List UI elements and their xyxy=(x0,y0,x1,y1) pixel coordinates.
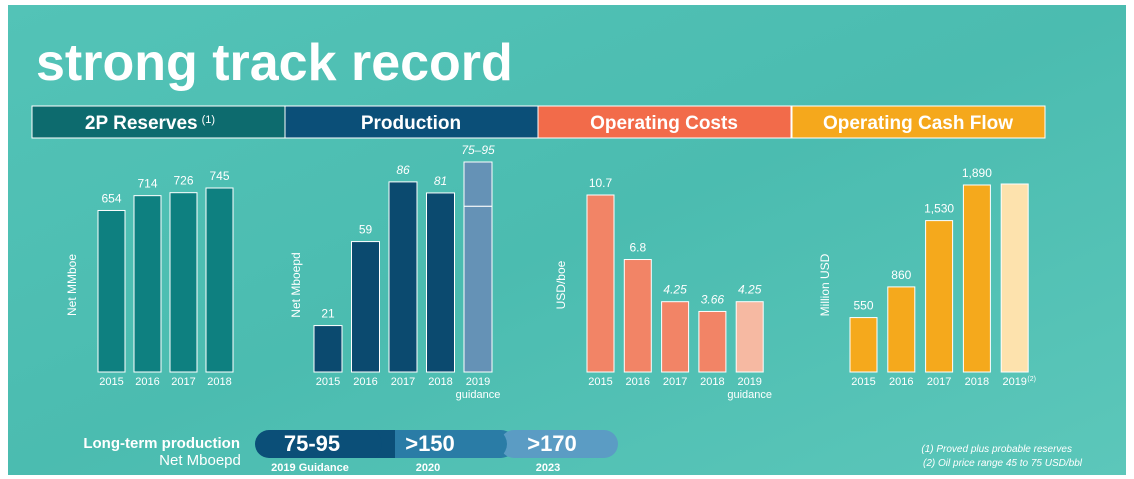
value-label: 1,530 xyxy=(924,202,954,216)
value-label: 714 xyxy=(137,177,157,191)
y-axis-label: USD/boe xyxy=(554,260,568,309)
x-tick-label: 2015 xyxy=(316,376,340,388)
category-note: (2) xyxy=(1027,376,1036,383)
section-header-text: 2P Reserves (1) xyxy=(85,113,215,134)
section-header-text: Operating Costs xyxy=(590,113,738,134)
footnote: (1) Proved plus probable reserves xyxy=(921,444,1072,455)
bar xyxy=(389,182,417,372)
bar xyxy=(314,326,342,372)
value-label: 59 xyxy=(359,223,373,237)
value-label: 6.8 xyxy=(629,241,646,255)
bar xyxy=(888,287,915,372)
x-tick-label: 2016 xyxy=(626,376,650,388)
x-tick-label: 2018 xyxy=(700,376,724,388)
x-tick-label: 2017 xyxy=(171,376,195,388)
bar xyxy=(170,193,197,372)
x-tick-label: 2017 xyxy=(663,376,687,388)
value-label: 654 xyxy=(101,191,121,205)
x-tick-label: 2016 xyxy=(889,376,913,388)
guidance-bar-low xyxy=(464,206,492,372)
section-header-text: Production xyxy=(361,113,461,134)
long-term-value: >150 xyxy=(405,431,455,456)
section-header-text: Operating Cash Flow xyxy=(823,113,1013,134)
section-header-note: (1) xyxy=(202,114,215,126)
bar xyxy=(98,210,125,372)
x-tick-label: 2016 xyxy=(353,376,377,388)
value-label: 860 xyxy=(891,268,911,282)
value-label: 10.7 xyxy=(589,176,613,190)
value-label: 81 xyxy=(434,174,447,188)
value-label: 726 xyxy=(173,174,193,188)
slide-title: strong track record xyxy=(36,34,513,92)
x-tick-label: 2016 xyxy=(135,376,159,388)
x-tick-label: 2019 xyxy=(1002,376,1026,388)
bar xyxy=(587,195,614,372)
bar xyxy=(427,193,455,372)
long-term-value: >170 xyxy=(527,431,577,456)
bar xyxy=(926,221,953,372)
x-tick-label: 2015 xyxy=(99,376,123,388)
bar xyxy=(134,196,161,372)
bar xyxy=(662,302,689,372)
x-tick-label: 2018 xyxy=(207,376,231,388)
x-tick-label: 2015 xyxy=(851,376,875,388)
x-tick-label: 2017 xyxy=(391,376,415,388)
long-term-value: 75-95 xyxy=(284,431,340,456)
slide: strong track record Long-term production… xyxy=(0,0,1134,479)
value-label: 550 xyxy=(853,299,873,313)
value-label: 4.25 xyxy=(663,283,687,297)
x-tick-label: 2017 xyxy=(927,376,951,388)
bar xyxy=(699,311,726,372)
long-term-caption: 2019 Guidance xyxy=(271,462,349,474)
bar xyxy=(850,318,877,372)
value-label: 1,890 xyxy=(962,166,992,180)
bar xyxy=(1001,184,1028,372)
x-tick-label: 2015 xyxy=(588,376,612,388)
value-label: 21 xyxy=(321,307,335,321)
value-label: 75–95 xyxy=(461,143,495,157)
bar xyxy=(352,242,380,372)
category-note: guidance xyxy=(456,389,501,401)
section-header-title: Operating Cash Flow xyxy=(823,113,1013,134)
y-axis-label: Net MMboe xyxy=(65,254,79,316)
x-tick-label: 2018 xyxy=(965,376,989,388)
y-axis-label: Million USD xyxy=(818,253,832,316)
guidance-bar-high xyxy=(464,162,492,206)
value-label: 3.66 xyxy=(701,292,725,306)
long-term-label: Long-term production xyxy=(83,435,240,452)
x-tick-label: 2019 xyxy=(466,376,490,388)
long-term-caption: 2023 xyxy=(536,462,560,474)
x-tick-label: 2018 xyxy=(428,376,452,388)
bar xyxy=(736,302,763,372)
section-header-title: Production xyxy=(361,113,461,134)
value-label: 745 xyxy=(209,169,229,183)
long-term-caption: 2020 xyxy=(416,462,440,474)
section-header-title: Operating Costs xyxy=(590,113,738,134)
section-header-title: 2P Reserves xyxy=(85,113,198,134)
footnote: (2) Oil price range 45 to 75 USD/bbl xyxy=(923,458,1083,469)
category-note: guidance xyxy=(727,389,772,401)
bar xyxy=(206,188,233,372)
bar xyxy=(963,185,990,372)
x-tick-label: 2019 xyxy=(737,376,761,388)
bar xyxy=(624,260,651,372)
value-label: 4.25 xyxy=(738,283,762,297)
value-label: 86 xyxy=(396,163,410,177)
y-axis-label: Net Mboepd xyxy=(289,252,303,317)
long-term-unit: Net Mboepd xyxy=(159,452,241,469)
